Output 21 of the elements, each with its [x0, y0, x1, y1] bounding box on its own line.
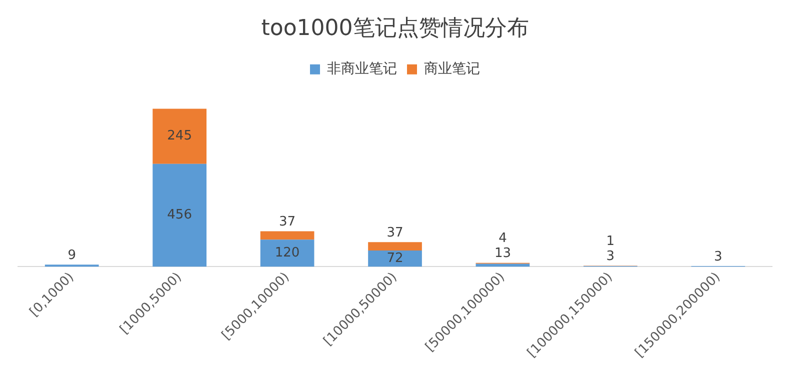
- bar: [368, 250, 422, 267]
- legend-label: 非商业笔记: [327, 61, 397, 78]
- data-label: 4: [498, 231, 507, 246]
- data-label: 13: [494, 246, 511, 262]
- data-label: 120: [274, 246, 300, 261]
- data-label: 3: [606, 249, 615, 264]
- legend-label: 商业笔记: [424, 61, 480, 78]
- bar: [368, 242, 422, 250]
- data-label: 245: [167, 128, 192, 144]
- bar: [152, 108, 206, 164]
- data-label: 3: [714, 249, 722, 264]
- bar: [260, 231, 314, 240]
- data-label: 456: [167, 208, 192, 223]
- chart-title: too1000笔记点赞情况分布: [261, 16, 529, 41]
- data-label: 9: [68, 248, 76, 264]
- data-label: 1: [606, 234, 615, 250]
- bar: [260, 240, 314, 267]
- data-label: 37: [386, 226, 404, 241]
- data-label: 37: [279, 214, 296, 230]
- bar: [152, 164, 206, 267]
- data-label: 72: [386, 250, 404, 266]
